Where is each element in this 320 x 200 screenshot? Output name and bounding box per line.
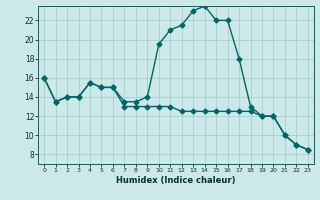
X-axis label: Humidex (Indice chaleur): Humidex (Indice chaleur) [116, 176, 236, 185]
